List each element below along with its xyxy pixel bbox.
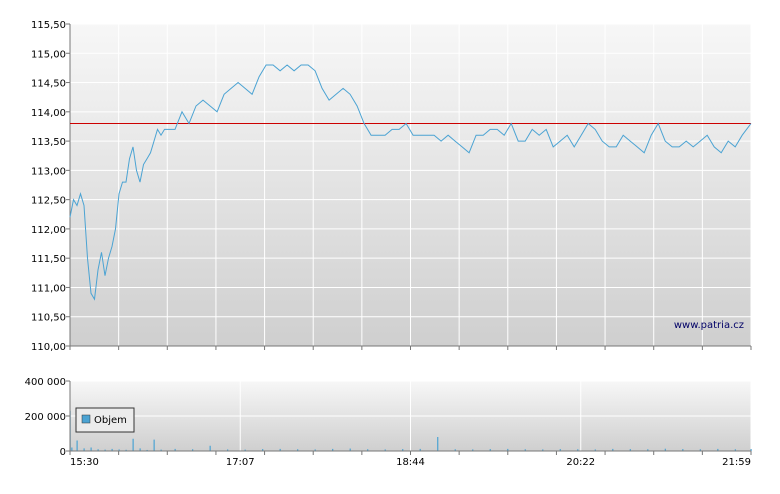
volume-bar	[97, 449, 99, 451]
volume-bar	[734, 449, 736, 451]
volume-bar	[437, 437, 439, 451]
volume-bar	[153, 439, 155, 451]
volume-bar	[125, 449, 127, 451]
price-y-tick-label: 111,00	[31, 283, 66, 294]
time-x-tick-label: 21:59	[722, 457, 751, 468]
volume-bar	[542, 449, 544, 451]
volume-bar	[332, 448, 334, 451]
volume-y-tick-label: 400 000	[25, 377, 66, 388]
volume-bar	[402, 449, 404, 451]
legend-label: Objem	[94, 415, 127, 426]
volume-bar	[524, 449, 526, 451]
volume-bar	[682, 449, 684, 451]
volume-bar	[71, 447, 73, 451]
volume-bar	[104, 449, 106, 451]
volume-bar	[297, 449, 299, 451]
volume-bar	[472, 449, 474, 451]
price-y-tick-label: 114,00	[31, 108, 66, 119]
legend-swatch	[81, 414, 91, 424]
volume-bar	[699, 449, 701, 451]
volume-bar	[664, 448, 666, 451]
volume-bar	[139, 448, 141, 451]
volume-bar	[83, 448, 85, 451]
price-y-tick-label: 113,00	[31, 166, 66, 177]
volume-bar	[314, 449, 316, 451]
price-y-tick-label: 110,00	[31, 342, 66, 353]
volume-y-tick-label: 0	[60, 447, 66, 458]
volume-bar	[192, 449, 194, 451]
volume-bar	[612, 448, 614, 451]
price-y-tick-label: 112,50	[31, 196, 66, 207]
price-y-tick-label: 115,00	[31, 49, 66, 60]
time-x-axis: 15:30 17:07 18:44 20:22 21:59	[69, 346, 752, 468]
volume-bar	[118, 449, 120, 451]
price-y-tick-label: 113,50	[31, 137, 66, 148]
volume-bar	[507, 448, 509, 451]
volume-bar	[577, 449, 579, 451]
price-y-tick-label: 115,50	[31, 20, 66, 31]
volume-bar	[717, 448, 719, 451]
volume-bar	[132, 438, 134, 451]
price-y-axis: 115,50 115,00 114,50 114,00 113,50 113,00 112,…	[31, 20, 70, 353]
time-x-tick-label: 17:07	[226, 457, 255, 468]
volume-bar	[244, 449, 246, 451]
price-y-tick-label: 112,00	[31, 225, 66, 236]
price-y-tick-label: 110,50	[31, 313, 66, 324]
volume-bar	[559, 449, 561, 451]
time-x-tick-label: 15:30	[70, 457, 99, 468]
volume-bar	[111, 448, 113, 451]
volume-bar	[647, 449, 649, 451]
volume-y-axis: 400 000 200 000 0	[25, 377, 70, 458]
volume-bar	[629, 449, 631, 451]
volume-bar	[419, 448, 421, 451]
volume-bar	[174, 448, 176, 451]
price-y-tick-label: 111,50	[31, 254, 66, 265]
volume-bar	[146, 449, 148, 451]
volume-bar	[349, 448, 351, 451]
volume-bar	[76, 440, 78, 451]
volume-bar	[367, 449, 369, 451]
time-x-tick-label: 20:22	[566, 457, 595, 468]
watermark-text: www.patria.cz	[674, 320, 744, 331]
volume-bar	[384, 449, 386, 451]
price-grid	[69, 23, 752, 347]
time-x-tick-label: 18:44	[396, 457, 425, 468]
volume-bar	[750, 449, 752, 451]
volume-bar	[160, 449, 162, 451]
volume-bar	[594, 449, 596, 451]
volume-bar	[90, 447, 92, 451]
volume-bar	[227, 449, 229, 451]
volume-y-tick-label: 200 000	[25, 412, 66, 423]
volume-bar	[454, 449, 456, 451]
volume-bar	[489, 449, 491, 451]
volume-legend: Objem	[75, 407, 135, 433]
price-series-line	[69, 64, 752, 301]
volume-bar	[209, 445, 211, 451]
volume-bar	[279, 448, 281, 451]
volume-bar	[262, 449, 264, 451]
price-y-tick-label: 114,50	[31, 79, 66, 90]
